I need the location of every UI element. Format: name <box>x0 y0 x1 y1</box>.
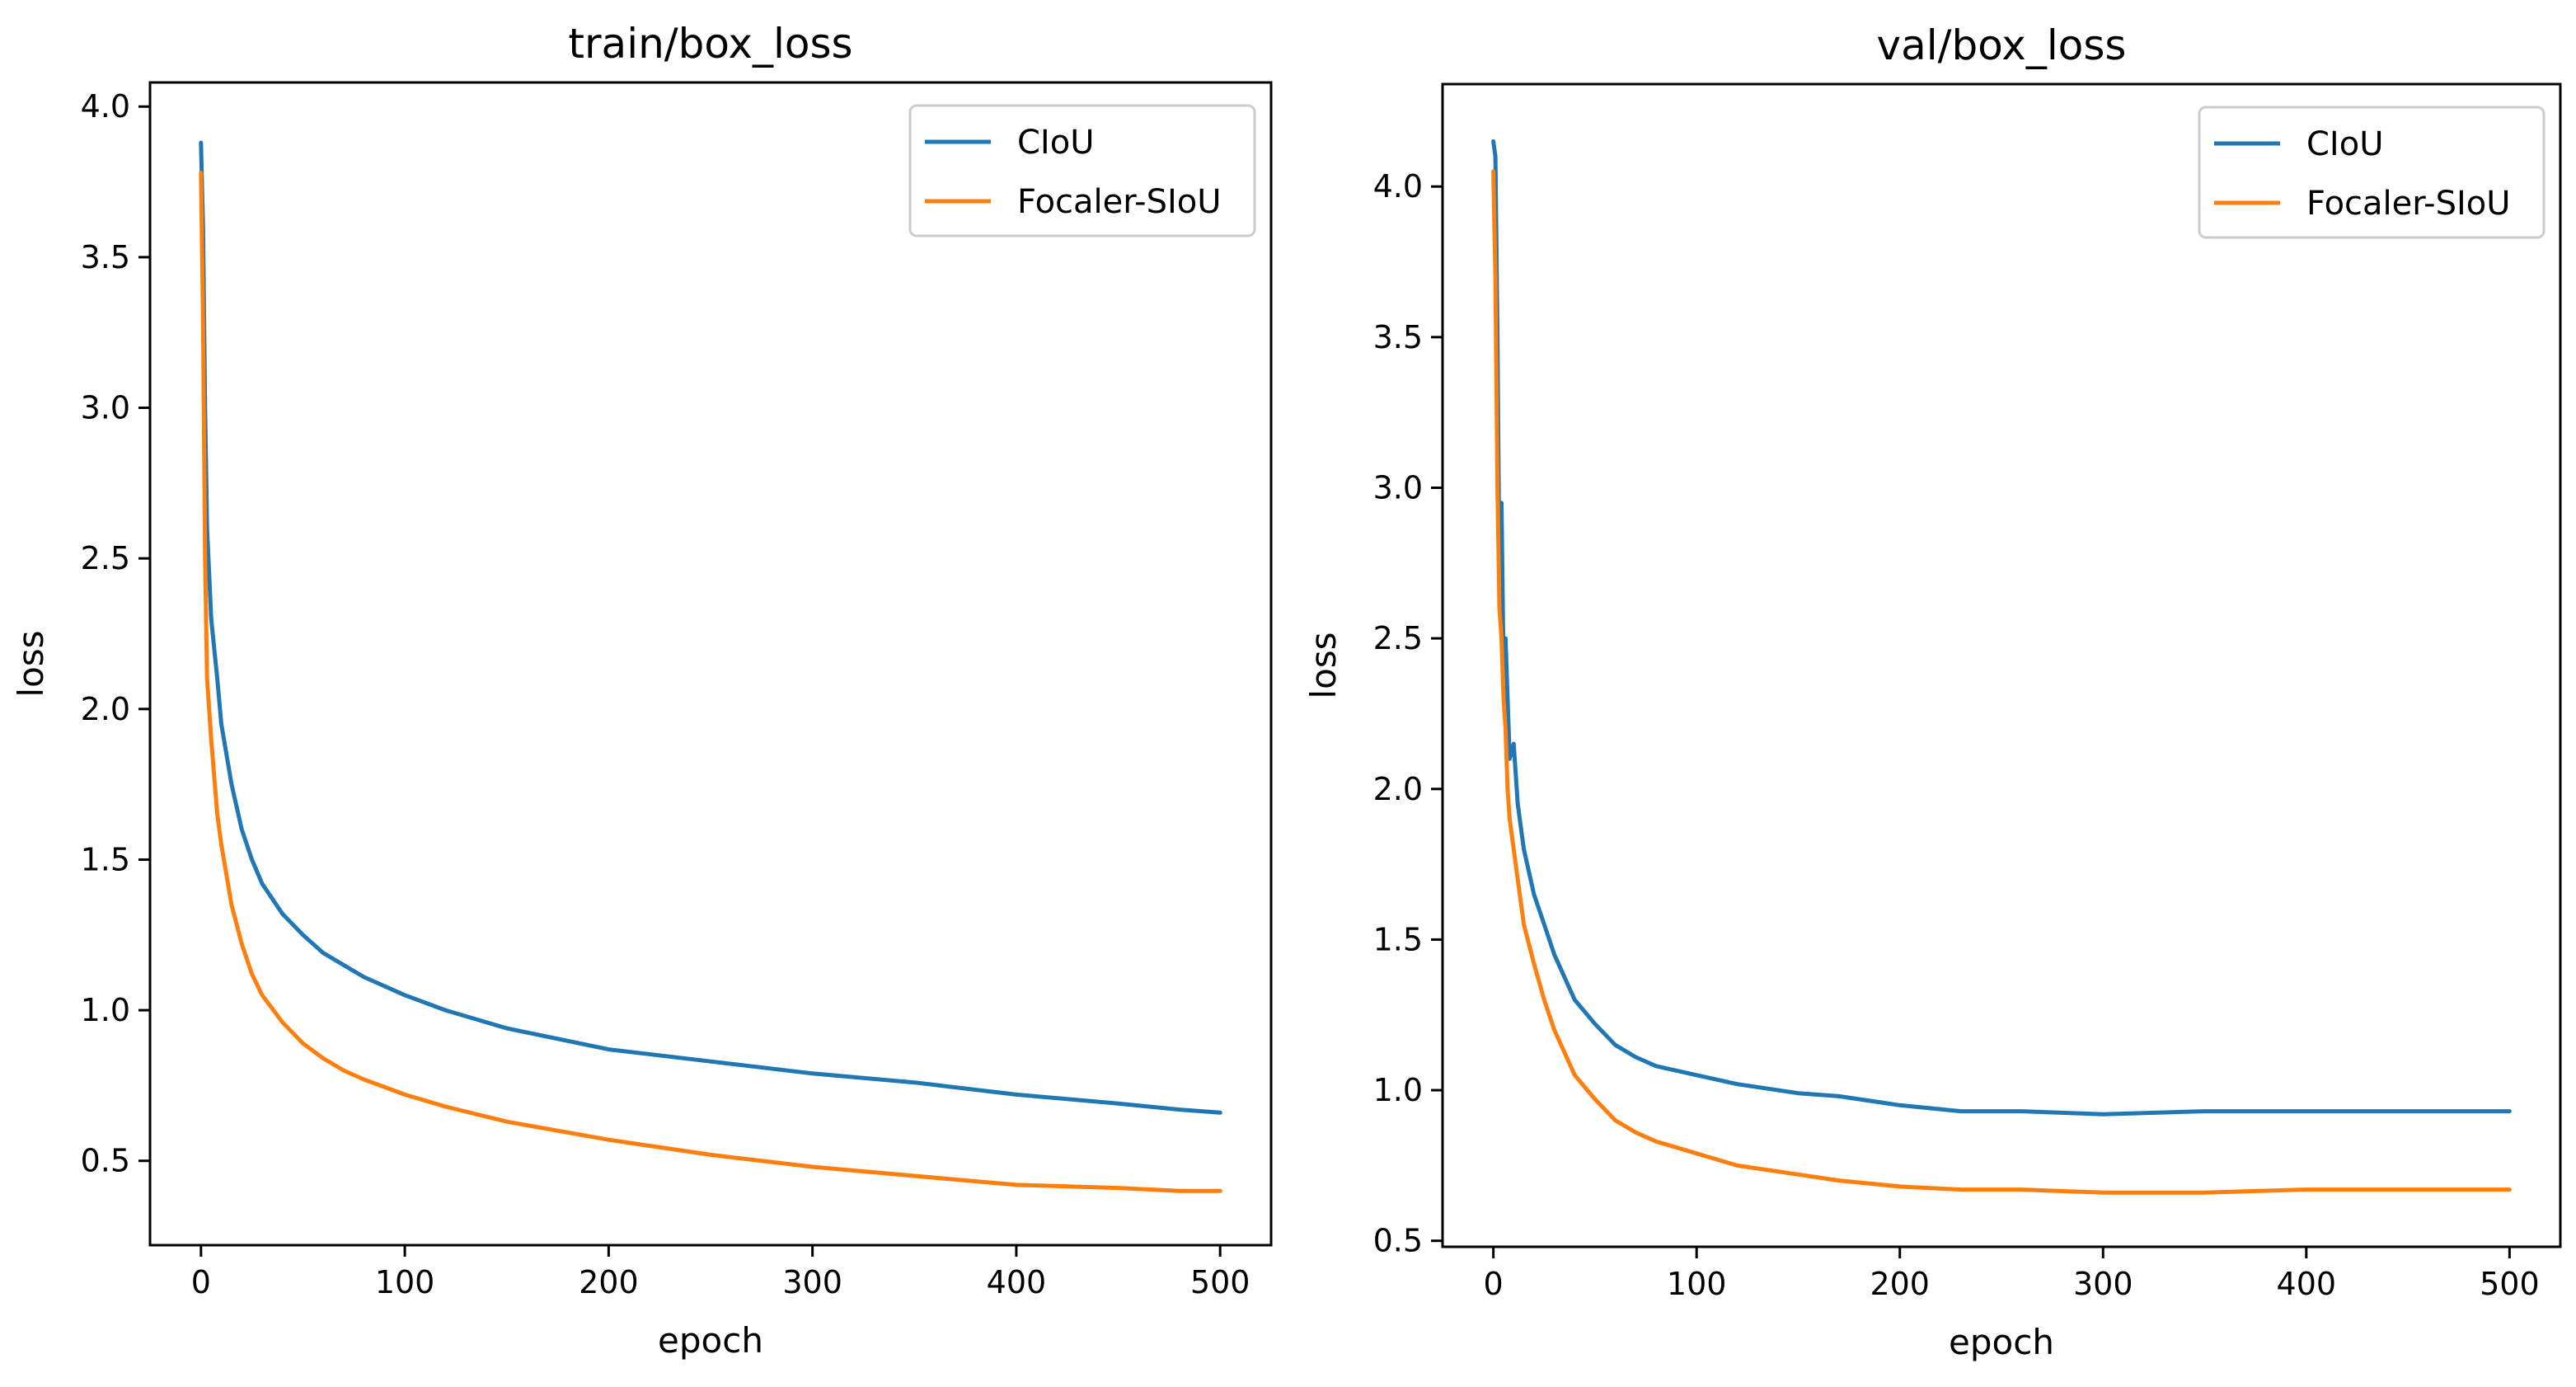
y-tick-label: 3.5 <box>81 239 130 275</box>
legend: CIoU Focaler-SIoU <box>908 104 1256 237</box>
x-tick-label: 0 <box>191 1264 211 1300</box>
x-tick-label: 100 <box>1667 1266 1727 1302</box>
chart-2: 0 100 200 300 400 500 0.5 1.0 1.5 2.0 2.5 3.0 3.5 4.0… <box>1303 21 2562 1362</box>
x-axis-label: epoch <box>1949 1322 2054 1362</box>
series-line-ciou <box>199 140 1222 1115</box>
y-axis-label: loss <box>1303 632 1344 698</box>
y-tick-label: 4.0 <box>81 88 130 125</box>
y-tick-label: 1.0 <box>1373 1072 1423 1108</box>
series-group <box>1491 139 2512 1195</box>
y-tick-label: 1.5 <box>81 841 130 877</box>
y-tick-label: 0.5 <box>81 1143 130 1179</box>
x-tick-label: 100 <box>375 1264 435 1300</box>
y-tick-label: 3.0 <box>81 390 130 426</box>
y-tick-label: 3.0 <box>1373 469 1423 505</box>
x-tick-label: 200 <box>1870 1266 1930 1302</box>
y-tick-label: 2.0 <box>81 691 130 727</box>
x-tick-label: 400 <box>2277 1266 2337 1302</box>
y-tick-label: 0.5 <box>1373 1223 1423 1259</box>
legend-label-ciou: CIoU <box>1017 124 1094 162</box>
legend: CIoU Focaler-SIoU <box>2198 106 2546 239</box>
series-line-focaler-siou <box>199 171 1222 1193</box>
x-tick-label: 500 <box>2480 1266 2540 1302</box>
y-tick-label: 1.5 <box>1373 921 1423 957</box>
y-axis-label: loss <box>11 630 51 697</box>
y-tick-label: 1.0 <box>81 992 130 1028</box>
legend-box <box>2198 106 2546 239</box>
x-tick-label: 400 <box>987 1264 1047 1300</box>
series-line-ciou <box>1491 139 2512 1117</box>
x-axis-label: epoch <box>658 1320 763 1361</box>
chart-title: val/box_loss <box>1877 21 2127 69</box>
y-tick-label: 4.0 <box>1373 168 1423 205</box>
legend-label-focaler-siou: Focaler-SIoU <box>1017 183 1222 221</box>
y-tick-label: 2.0 <box>1373 771 1423 807</box>
y-tick-label: 2.5 <box>81 540 130 576</box>
y-tick-label: 2.5 <box>1373 620 1423 656</box>
legend-box <box>908 104 1256 237</box>
chart-title: train/box_loss <box>568 20 852 68</box>
x-tick-label: 200 <box>579 1264 639 1300</box>
chart-1: 0 100 200 300 400 500 0.5 1.0 1.5 2.0 2.5 3.0 3.5 4.0… <box>11 20 1273 1361</box>
legend-label-ciou: CIoU <box>2306 125 2383 163</box>
axes-frame <box>1441 82 2562 1248</box>
series-group <box>199 140 1222 1193</box>
x-tick-label: 500 <box>1190 1264 1250 1300</box>
series-line-focaler-siou <box>1491 169 2512 1195</box>
x-tick-label: 300 <box>2073 1266 2133 1302</box>
x-tick-label: 300 <box>782 1264 842 1300</box>
axes-frame <box>148 81 1273 1247</box>
legend-label-focaler-siou: Focaler-SIoU <box>2306 185 2511 223</box>
y-tick-label: 3.5 <box>1373 319 1423 355</box>
x-tick-label: 0 <box>1484 1266 1504 1302</box>
